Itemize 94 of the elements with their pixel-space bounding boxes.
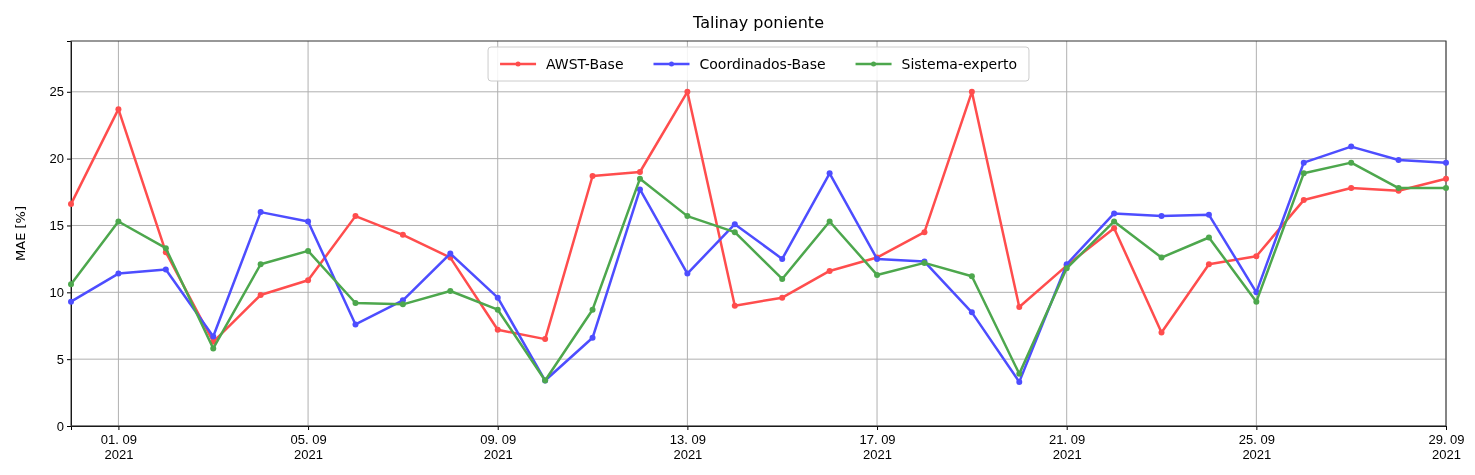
x-tick-label: 25. 09 2021	[1238, 432, 1275, 463]
point	[968, 273, 975, 280]
x-tick-label: 21. 09 2021	[1049, 432, 1086, 463]
point	[1158, 254, 1165, 261]
x-tick-label: 13. 09 2021	[669, 432, 706, 463]
legend-label: AWST-Base	[546, 56, 624, 72]
point	[1300, 170, 1307, 177]
point	[1443, 175, 1449, 182]
point	[1016, 370, 1023, 377]
point	[1300, 159, 1307, 166]
point	[589, 173, 596, 180]
y-tick-label: 5	[56, 351, 64, 367]
point	[1111, 210, 1118, 217]
x-tick-label: 17. 09 2021	[859, 432, 896, 463]
y-tick-label: 10	[49, 284, 64, 300]
x-tick-label: 09. 09 2021	[480, 432, 517, 463]
y-tick-label: 15	[49, 218, 64, 234]
point	[68, 281, 74, 288]
point	[1348, 143, 1355, 150]
point	[1443, 159, 1449, 166]
point	[494, 294, 501, 301]
point	[399, 301, 406, 308]
y-tick-label: 25	[49, 84, 64, 100]
point	[305, 247, 312, 254]
point	[352, 321, 359, 328]
point	[494, 306, 501, 313]
point	[115, 270, 122, 277]
point	[1158, 329, 1165, 336]
point	[1443, 185, 1449, 192]
point	[779, 255, 786, 262]
point	[636, 169, 643, 176]
point	[826, 218, 833, 225]
point	[352, 213, 359, 220]
point	[257, 291, 264, 298]
point	[257, 261, 264, 268]
legend-label: Coordinados-Base	[699, 56, 826, 72]
point	[874, 271, 881, 278]
point	[1205, 234, 1212, 241]
point	[826, 267, 833, 274]
point	[968, 88, 975, 95]
point	[1348, 159, 1355, 166]
point	[447, 250, 454, 257]
point	[1158, 213, 1165, 220]
point	[1205, 261, 1212, 268]
point	[1348, 185, 1355, 192]
point	[68, 201, 74, 208]
point	[589, 334, 596, 341]
y-tick-label: 20	[49, 151, 64, 167]
point	[68, 298, 74, 305]
point	[1111, 218, 1118, 225]
point	[968, 309, 975, 316]
point	[1253, 289, 1260, 296]
point	[115, 106, 122, 113]
point	[1253, 298, 1260, 305]
point	[684, 88, 691, 95]
y-axis-title: MAE [%]	[13, 206, 28, 261]
x-tick-label: 05. 09 2021	[290, 432, 327, 463]
point	[779, 294, 786, 301]
point	[1300, 197, 1307, 204]
point	[636, 175, 643, 182]
point	[399, 231, 406, 238]
point	[1205, 211, 1212, 218]
point	[921, 229, 928, 236]
legend-label: Sistema-experto	[901, 56, 1017, 72]
point	[1016, 378, 1023, 385]
point	[731, 221, 738, 228]
point	[494, 326, 501, 333]
point	[684, 270, 691, 277]
chart-title: Talinay poniente	[692, 13, 824, 32]
point	[826, 170, 833, 177]
point	[589, 306, 596, 313]
y-tick-label: 0	[56, 418, 64, 434]
point	[162, 245, 169, 252]
point	[447, 287, 454, 294]
point	[305, 218, 312, 225]
point	[731, 229, 738, 236]
point	[731, 302, 738, 309]
point	[1016, 304, 1023, 311]
point	[1395, 156, 1402, 163]
point	[684, 213, 691, 220]
point	[210, 345, 217, 352]
point	[305, 277, 312, 284]
point	[352, 300, 359, 307]
point	[257, 209, 264, 216]
point	[779, 275, 786, 282]
point	[1253, 253, 1260, 260]
point	[115, 218, 122, 225]
x-tick-label: 29. 09 2021	[1428, 432, 1465, 463]
point	[636, 186, 643, 193]
point	[162, 266, 169, 273]
point	[210, 333, 217, 340]
point	[1111, 225, 1118, 232]
x-tick-label: 01. 09 2021	[100, 432, 137, 463]
point	[542, 336, 549, 343]
